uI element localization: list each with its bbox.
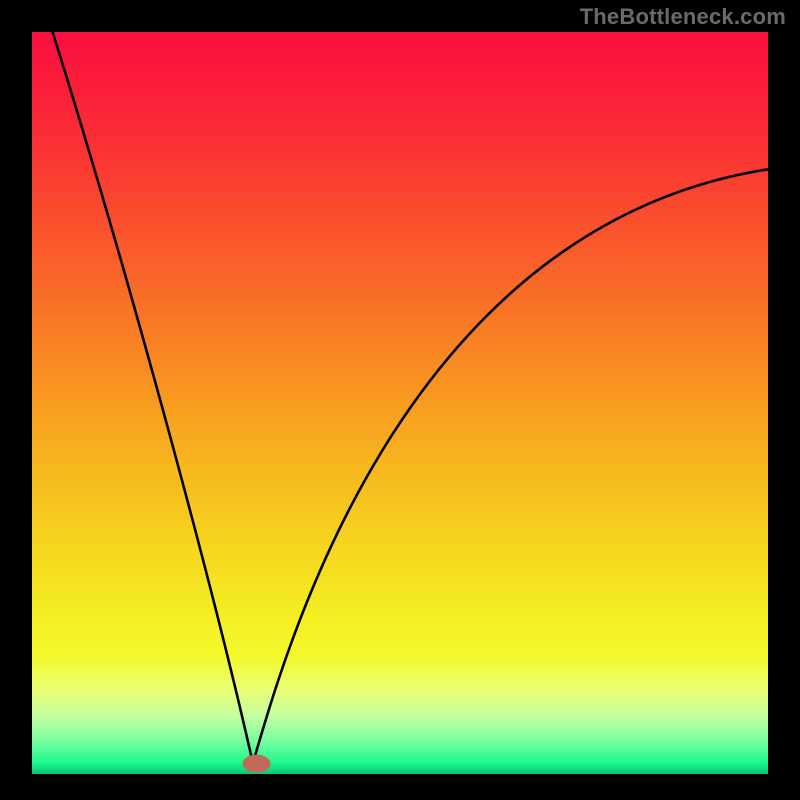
plot-area xyxy=(32,32,768,774)
optimal-point-marker xyxy=(242,755,270,773)
bottleneck-chart xyxy=(0,0,800,800)
gradient-background xyxy=(32,32,768,774)
